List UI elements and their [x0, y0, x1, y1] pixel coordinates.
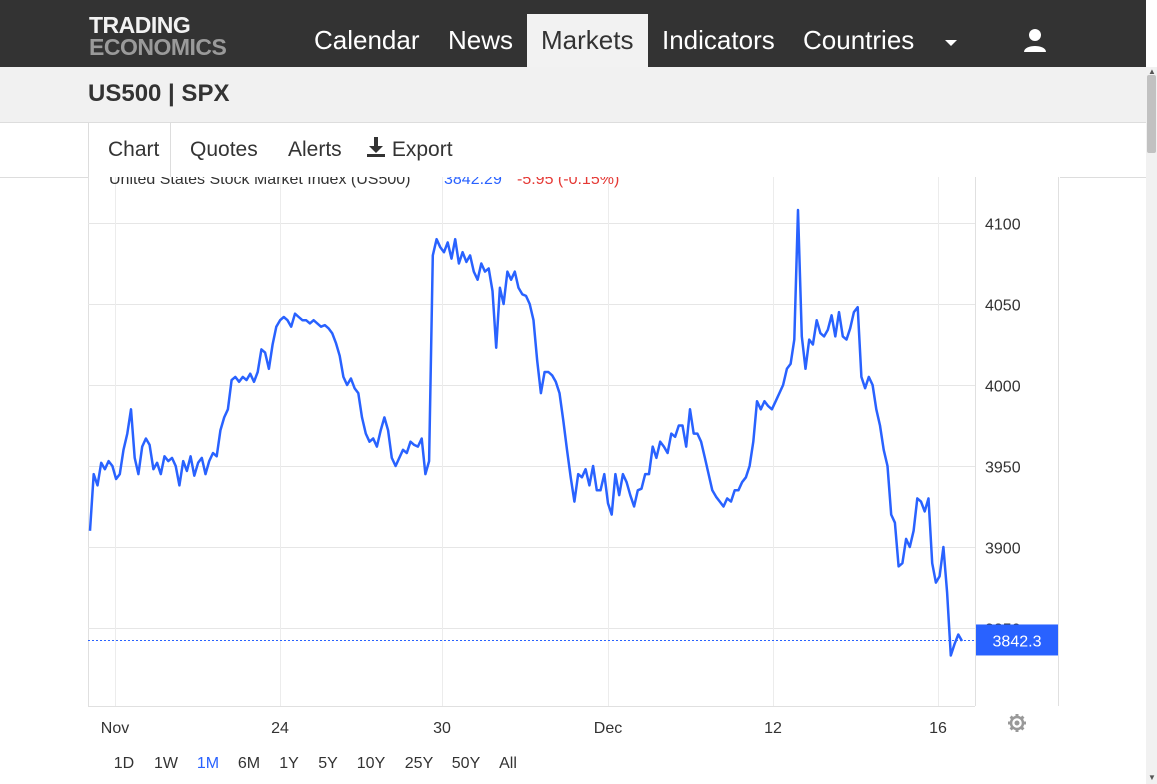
tab-export[interactable]: Export [366, 122, 453, 177]
range-button-10y[interactable]: 10Y [357, 755, 386, 772]
x-tick-label: 30 [433, 720, 451, 737]
y-tick-label: 3900 [985, 541, 1021, 558]
x-tick-label: Nov [101, 720, 129, 737]
x-tick-label: 24 [271, 720, 289, 737]
range-button-1y[interactable]: 1Y [279, 755, 299, 772]
nav-countries[interactable]: Countries [803, 25, 915, 55]
last-price-label: 3842.3 [993, 633, 1042, 650]
download-icon [367, 137, 385, 157]
range-button-50y[interactable]: 50Y [452, 755, 481, 772]
scrollbar-thumb[interactable] [1147, 75, 1156, 153]
nav-news[interactable]: News [448, 25, 514, 55]
price-chart[interactable]: 385039003950400040504100 Nov2430Dec1216 … [88, 177, 1060, 784]
y-tick-label: 4050 [985, 298, 1021, 315]
top-navbar: TRADING ECONOMICS Calendar News Markets … [0, 0, 1146, 67]
y-tick-label: 3950 [985, 460, 1021, 477]
logo-line1: TRADING [89, 12, 191, 38]
x-tick-label: 12 [764, 720, 782, 737]
nav-markets[interactable]: Markets [527, 14, 648, 67]
export-label: Export [391, 138, 453, 161]
divider [0, 177, 88, 178]
chart-area: 385039003950400040504100 Nov2430Dec1216 … [88, 177, 1060, 784]
symbol-bar [0, 67, 1146, 123]
scroll-up-arrow[interactable]: ▲ [1148, 67, 1156, 76]
site-logo[interactable]: TRADING ECONOMICS [89, 14, 259, 60]
tab-alerts[interactable]: Alerts [288, 138, 342, 161]
last-price-badge [976, 624, 1058, 656]
page-scrollbar[interactable] [1146, 67, 1157, 784]
chart-change: -5.95 (-0.15%) [517, 177, 619, 188]
range-button-all[interactable]: All [499, 755, 517, 772]
page-title: US500 | SPX [88, 80, 230, 107]
chart-title: United States Stock Market Index (US500) [109, 177, 410, 188]
range-button-1w[interactable]: 1W [154, 755, 179, 772]
x-tick-label: 16 [929, 720, 947, 737]
chart-tabs: Chart Quotes Alerts Export [88, 122, 1146, 178]
x-tick-label: Dec [594, 720, 622, 737]
y-tick-label: 4000 [985, 379, 1021, 396]
chevron-down-icon[interactable] [941, 26, 961, 56]
range-button-1m[interactable]: 1M [197, 755, 219, 772]
range-button-6m[interactable]: 6M [238, 755, 260, 772]
nav-calendar[interactable]: Calendar [314, 25, 420, 55]
user-icon[interactable] [1020, 26, 1050, 56]
price-line [88, 208, 964, 657]
settings-gear-icon[interactable] [1008, 714, 1026, 732]
range-button-5y[interactable]: 5Y [318, 755, 338, 772]
scroll-down-arrow[interactable]: ▼ [1148, 773, 1156, 782]
logo-line2: ECONOMICS [89, 34, 227, 60]
chart-price: 3842.29 [444, 177, 502, 188]
y-tick-label: 4100 [985, 217, 1021, 234]
range-button-25y[interactable]: 25Y [405, 755, 434, 772]
tab-quotes[interactable]: Quotes [190, 138, 258, 161]
range-button-1d[interactable]: 1D [114, 755, 134, 772]
tab-chart[interactable]: Chart [88, 122, 171, 177]
nav-indicators[interactable]: Indicators [662, 25, 775, 55]
